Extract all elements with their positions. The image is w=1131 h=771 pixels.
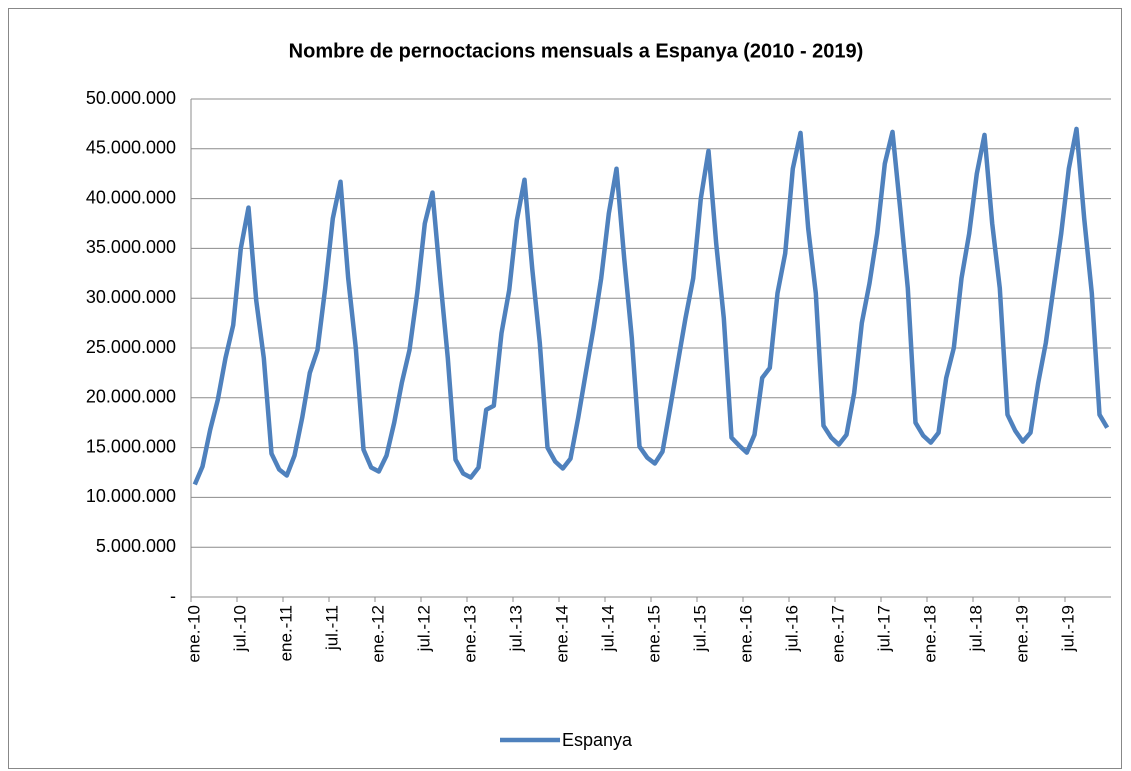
x-tick-label: jul.-15 xyxy=(690,605,709,652)
x-tick-label: ene.-19 xyxy=(1012,605,1031,663)
x-tick-label: ene.-12 xyxy=(368,605,387,663)
y-tick-label: 50.000.000 xyxy=(86,88,176,108)
legend-label: Espanya xyxy=(562,730,633,750)
x-tick-label: jul.-19 xyxy=(1058,605,1077,652)
x-tick-label: ene.-18 xyxy=(920,605,939,663)
x-tick-label: jul.-18 xyxy=(966,605,985,652)
y-tick-label: 30.000.000 xyxy=(86,287,176,307)
y-tick-label: 20.000.000 xyxy=(86,387,176,407)
x-tick-label: jul.-13 xyxy=(506,605,525,652)
y-tick-label: 10.000.000 xyxy=(86,486,176,506)
y-tick-label: 35.000.000 xyxy=(86,237,176,257)
y-tick-label: 40.000.000 xyxy=(86,187,176,207)
x-tick-label: jul.-17 xyxy=(874,605,893,652)
y-tick-label: - xyxy=(170,586,176,606)
chart-border xyxy=(8,8,1122,769)
chart-title: Nombre de pernoctacions mensuals a Espan… xyxy=(289,40,864,62)
y-tick-label: 25.000.000 xyxy=(86,337,176,357)
x-tick-label: jul.-10 xyxy=(230,605,249,652)
x-tick-label: ene.-11 xyxy=(276,605,295,661)
x-tick-label: jul.-16 xyxy=(782,605,801,652)
x-tick-label: ene.-16 xyxy=(736,605,755,663)
x-tick-label: ene.-17 xyxy=(828,605,847,663)
y-tick-label: 45.000.000 xyxy=(86,138,176,158)
y-tick-label: 15.000.000 xyxy=(86,436,176,456)
x-tick-label: jul.-12 xyxy=(414,605,433,652)
x-tick-label: jul.-14 xyxy=(598,605,617,652)
y-tick-label: 5.000.000 xyxy=(96,536,176,556)
x-tick-label: ene.-10 xyxy=(184,605,203,663)
x-tick-label: ene.-14 xyxy=(552,605,571,663)
x-tick-label: jul.-11 xyxy=(322,605,341,651)
x-tick-label: ene.-15 xyxy=(644,605,663,663)
x-tick-label: ene.-13 xyxy=(460,605,479,663)
line-series xyxy=(192,126,1110,486)
